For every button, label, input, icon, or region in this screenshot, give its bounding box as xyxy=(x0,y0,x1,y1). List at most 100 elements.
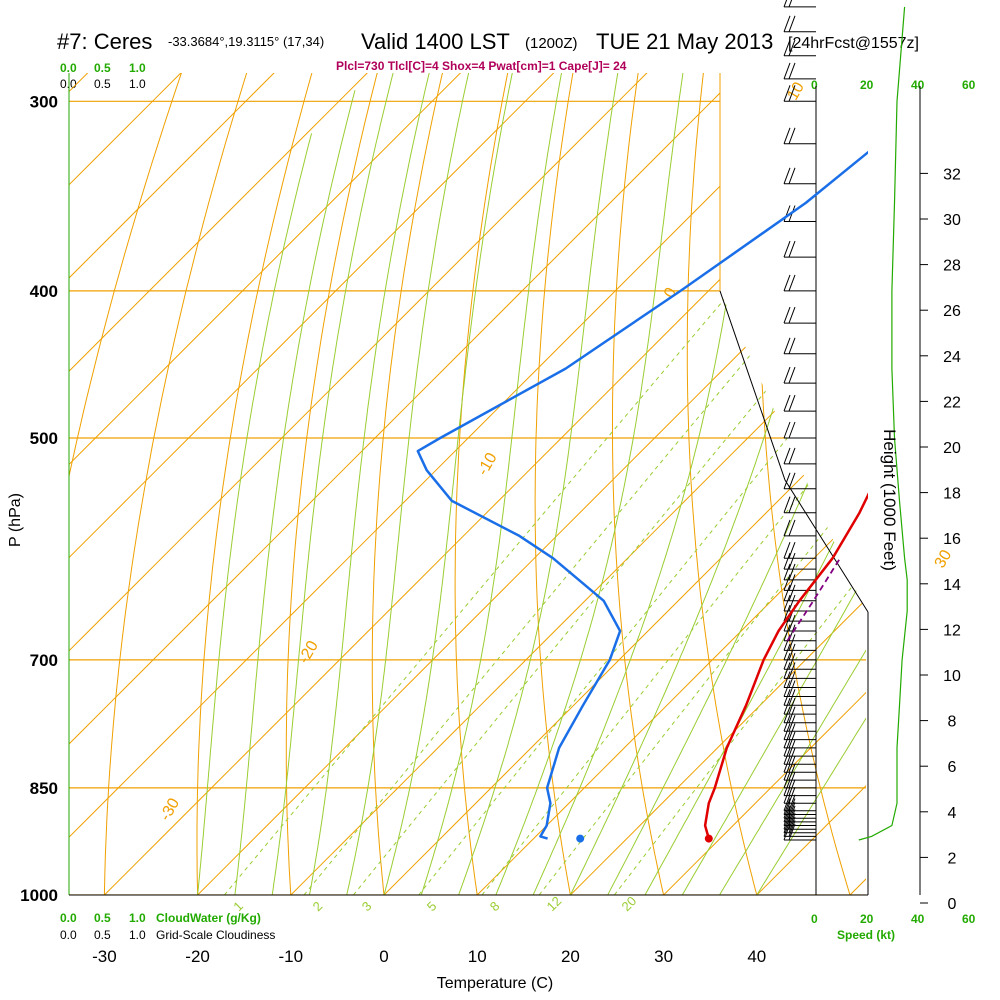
wind-barb-feather xyxy=(788,85,796,102)
wind-speed-profile xyxy=(858,6,908,841)
wind-barb xyxy=(783,447,816,465)
mixing-ratio-line xyxy=(224,290,732,895)
isotherm-line xyxy=(444,73,866,895)
wind-barb-feather xyxy=(783,671,791,688)
moist-adiabat-line xyxy=(271,73,402,895)
wind-barb-feather xyxy=(783,604,791,622)
wind-barb-feather xyxy=(788,594,796,612)
wind-barb-feather xyxy=(783,394,791,412)
speed-scale-bottom-60: 60 xyxy=(962,912,976,926)
speed-scale-top-0: 0 xyxy=(811,78,818,92)
wind-barb xyxy=(783,809,816,826)
height-tick-label: 24 xyxy=(943,349,961,366)
isotherm-line xyxy=(69,73,866,895)
wind-barb-feather xyxy=(783,447,791,465)
cloudwater-label: CloudWater (g/Kg) xyxy=(156,911,261,925)
dry-adiabat-line xyxy=(686,73,767,895)
wind-barb-feather xyxy=(788,274,796,292)
wind-barb-feather xyxy=(788,671,796,688)
moist-adiabat-line xyxy=(197,133,313,895)
wind-barb-feather xyxy=(783,813,791,830)
wind-barb-feather xyxy=(788,798,796,815)
mixing-ratio-line xyxy=(303,290,805,895)
wind-barb-feather xyxy=(788,306,796,324)
temperature-tick-label: 10 xyxy=(468,947,487,966)
dry-adiabat-line xyxy=(371,73,507,895)
height-tick-label: 12 xyxy=(943,622,961,639)
wind-barb xyxy=(783,574,816,591)
wind-barb-feather xyxy=(783,823,791,841)
wind-barb-feather xyxy=(783,542,791,559)
wind-barb-feather xyxy=(788,0,793,8)
wind-barb-feather xyxy=(783,306,791,324)
height-tick-label: 10 xyxy=(943,668,961,685)
temperature-tick-label: 0 xyxy=(379,947,388,966)
moist-adiabat-line xyxy=(346,73,491,895)
isotherm-line xyxy=(165,73,866,895)
moist-adiabat-line xyxy=(495,73,698,895)
wind-barb-feather xyxy=(783,820,791,837)
dry-adiabat-line xyxy=(196,73,389,895)
sounding-profiles xyxy=(416,150,868,843)
speed-scale-top-60: 60 xyxy=(962,78,976,92)
wind-barb xyxy=(783,306,816,324)
speed-scale-top-20: 20 xyxy=(860,78,874,92)
zulu-time: (1200Z) xyxy=(525,35,578,52)
dry-adiabat-line xyxy=(964,0,1000,927)
height-tick-label: 0 xyxy=(948,896,957,913)
wind-barb xyxy=(783,816,816,834)
wind-barb-feather xyxy=(788,614,796,632)
wind-barb-feather xyxy=(788,15,796,32)
wind-barb xyxy=(783,813,816,830)
wind-barb xyxy=(783,167,816,185)
wind-barb-feather xyxy=(783,496,791,513)
wind-barb-feather xyxy=(788,643,796,661)
wind-barb xyxy=(783,805,816,823)
wind-barb-feather xyxy=(783,85,791,102)
dry-adiabat-line xyxy=(103,73,330,895)
wind-barb-feather xyxy=(783,798,791,815)
moist-adiabat-line xyxy=(308,73,450,895)
wind-barb xyxy=(783,519,816,537)
height-tick-label: 28 xyxy=(943,258,961,275)
height-axis-title: Height (1000 Feet) xyxy=(880,429,899,571)
height-tick-label: 4 xyxy=(948,805,957,822)
isotherm-line xyxy=(724,73,866,895)
pressure-tick-label: 300 xyxy=(30,92,58,111)
dry-adiabat-line xyxy=(69,73,272,895)
wind-barb xyxy=(783,62,816,80)
pressure-tick-label: 500 xyxy=(30,429,58,448)
valid-date: TUE 21 May 2013 xyxy=(596,29,773,54)
wind-barb-feather xyxy=(783,421,791,439)
wind-barb-feather xyxy=(788,697,796,715)
wind-barb-feather xyxy=(788,823,796,841)
height-tick-label: 20 xyxy=(943,440,961,457)
wind-barb-feather xyxy=(788,805,796,823)
wind-barb-feather xyxy=(783,574,791,591)
cloud-scale-bottom-green-2: 1.0 xyxy=(129,911,146,925)
wind-barb-feather xyxy=(783,472,791,489)
moist-adiabat-line xyxy=(383,73,533,895)
wind-barb xyxy=(783,496,816,514)
wind-barb-feather xyxy=(788,240,796,258)
wind-barb-feather xyxy=(788,816,796,833)
temperature-profile xyxy=(703,492,868,839)
speed-scale-bottom-40: 40 xyxy=(911,912,925,926)
isotherm-line xyxy=(911,0,1000,927)
wind-barb-feather xyxy=(788,337,796,354)
speed-axis-label: Speed (kt) xyxy=(837,928,895,942)
dry-adiabat-line xyxy=(898,0,1000,927)
wind-barb-feather xyxy=(788,62,796,80)
moist-adiabat-line xyxy=(569,73,860,895)
wind-barb-feather xyxy=(783,563,791,581)
mixing-ratio-label: 3 xyxy=(359,898,375,914)
mixing-ratio-line xyxy=(538,290,866,895)
wind-speed-line xyxy=(858,6,908,841)
mixing-ratio-line xyxy=(353,290,849,895)
dry-adiabat-line xyxy=(285,73,448,895)
wind-barbs xyxy=(783,0,816,841)
temperature-tick-label: 40 xyxy=(747,947,766,966)
wind-barb-feather xyxy=(788,662,796,679)
moist-adiabat-line xyxy=(719,73,866,895)
